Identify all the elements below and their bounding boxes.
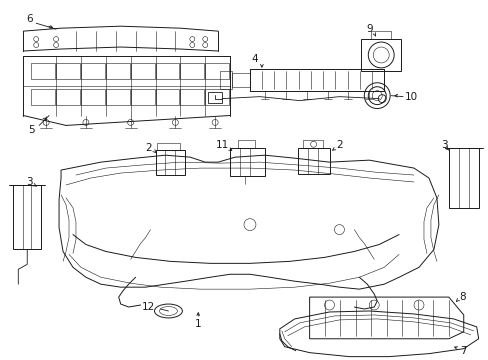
Text: 3: 3 bbox=[441, 140, 447, 150]
Text: 12: 12 bbox=[142, 302, 155, 312]
Text: 1: 1 bbox=[195, 319, 201, 329]
Text: 2: 2 bbox=[335, 140, 342, 150]
Text: 7: 7 bbox=[460, 346, 466, 356]
Text: 9: 9 bbox=[365, 24, 372, 34]
Text: 3: 3 bbox=[26, 177, 33, 187]
Text: 6: 6 bbox=[26, 14, 33, 24]
Text: 2: 2 bbox=[145, 143, 152, 153]
Text: 11: 11 bbox=[215, 140, 228, 150]
Text: 8: 8 bbox=[459, 292, 465, 302]
Text: 10: 10 bbox=[404, 92, 417, 102]
Text: 4: 4 bbox=[251, 54, 258, 64]
Text: 5: 5 bbox=[28, 125, 35, 135]
